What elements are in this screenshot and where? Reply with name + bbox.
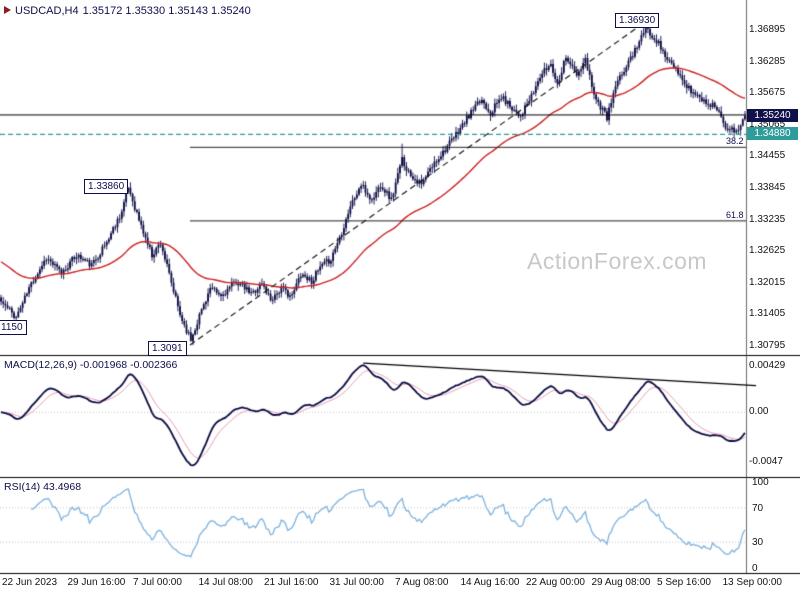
- x-axis-tick-label: 22 Jun 2023: [2, 577, 58, 588]
- rsi-axis-tick-label: 30: [752, 537, 764, 549]
- price-axis-tick-label: 1.32625: [749, 245, 786, 257]
- rsi-title: RSI(14) 43.4968: [4, 481, 82, 493]
- symbol-label: USDCAD,H4: [15, 5, 79, 17]
- x-axis-tick-label: 7 Aug 08:00: [395, 577, 449, 588]
- x-axis-tick-label: 29 Aug 08:00: [591, 577, 651, 588]
- price-axis-tick-label: 1.35065: [749, 118, 786, 130]
- price-axis-tick-label: 1.30795: [749, 339, 786, 351]
- ohlc-readout: 1.35172 1.35330 1.35143 1.35240: [82, 5, 251, 17]
- x-axis-tick-label: 13 Sep 00:00: [722, 577, 783, 588]
- macd-axis-tick-label: -0.0047: [749, 456, 783, 468]
- x-axis-tick-label: 14 Jul 08:00: [198, 577, 254, 588]
- price-axis-tick-label: 1.36895: [749, 24, 786, 35]
- macd-title: MACD(12,26,9) -0.001968 -0.002366: [4, 359, 178, 371]
- watermark: ActionForex.com: [527, 248, 708, 274]
- price-axis-tick-label: 1.35675: [749, 87, 786, 99]
- x-axis-tick-label: 21 Jul 16:00: [264, 577, 319, 588]
- price-axis-tick-label: 1.31405: [749, 308, 786, 320]
- price-callout-swing-high-mid: 1.33860: [84, 179, 129, 194]
- x-axis-tick-label: 29 Jun 16:00: [67, 577, 126, 588]
- price-axis-tick-label: 1.34455: [749, 150, 786, 162]
- macd-axis-tick-label: 0.00: [749, 406, 769, 418]
- rsi-axis-tick-label: 70: [752, 502, 764, 514]
- rsi-axis-tick-label: 0: [752, 563, 758, 574]
- x-axis-tick-label: 7 Jul 00:00: [133, 577, 182, 588]
- price-axis-tick-label: 1.33235: [749, 213, 786, 225]
- price-callout-left-clipped: 1150: [0, 320, 27, 335]
- price-axis-tick-label: 1.32015: [749, 276, 786, 288]
- x-axis-tick-label: 14 Aug 16:00: [460, 577, 520, 588]
- price-axis-tick-label: 1.36285: [749, 55, 786, 67]
- fib-618-label: 61.8: [726, 210, 744, 220]
- price-callout-swing-high-top: 1.36930: [615, 13, 660, 28]
- price-callout-swing-low: 1.3091: [148, 341, 187, 356]
- x-axis-tick-label: 22 Aug 00:00: [526, 577, 585, 588]
- fib-382-label: 38.2: [726, 136, 744, 146]
- x-axis-tick-label: 5 Sep 16:00: [657, 577, 711, 588]
- chart-header: USDCAD,H4 1.35172 1.35330 1.35143 1.35240: [4, 5, 255, 17]
- rsi-axis-tick-label: 100: [752, 477, 769, 488]
- x-axis-tick-label: 31 Jul 00:00: [329, 577, 385, 588]
- symbol-marker-icon: [4, 6, 11, 14]
- price-axis-tick-label: 1.33845: [749, 181, 786, 193]
- support-price-box: 1.34880: [747, 127, 798, 140]
- current-price-box: 1.35240: [747, 109, 798, 122]
- macd-axis-tick-label: 0.00429: [749, 360, 786, 372]
